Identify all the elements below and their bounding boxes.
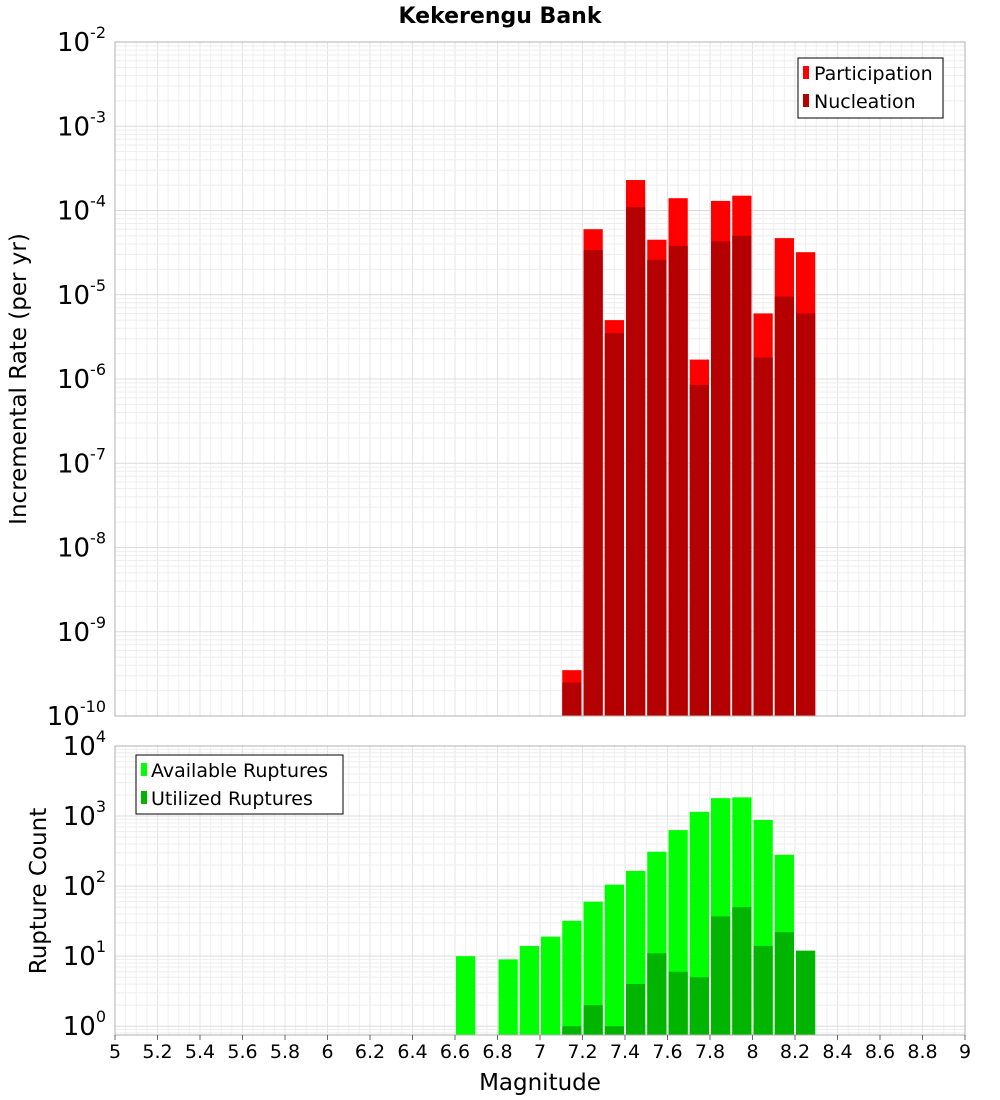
bar-utilized <box>562 1026 582 1035</box>
top-bars <box>562 180 816 717</box>
x-ticks: 5 5.2 5.4 5.6 5.8 6 6.2 6.4 6.6 6.8 7 7.2 7.4 7.6 7.8 8… <box>109 1035 971 1063</box>
bar-utilized <box>668 971 688 1035</box>
bottom-bars <box>456 797 816 1035</box>
legend-swatch-available <box>141 763 147 776</box>
y-tick-label: 10-6 <box>57 360 106 395</box>
y-tick-label: 10-7 <box>57 444 106 479</box>
top-grid <box>114 41 966 717</box>
bar-nucleation <box>753 357 773 716</box>
x-tick-label: 7.4 <box>610 1041 640 1063</box>
y-tick-label: 10-3 <box>57 107 106 142</box>
x-tick-label: 5.6 <box>227 1041 257 1063</box>
legend-swatch-utilized <box>141 791 147 804</box>
bar-available <box>541 936 561 1035</box>
top-legend: Participation Nucleation <box>797 57 944 119</box>
bar-nucleation <box>604 333 624 716</box>
bar-available <box>583 901 603 1035</box>
bar-available <box>562 920 582 1035</box>
bar-available <box>604 884 624 1035</box>
x-tick-label: 6.4 <box>397 1041 427 1063</box>
x-axis-title: Magnitude <box>479 1070 601 1096</box>
x-tick-label: 7 <box>534 1041 546 1063</box>
bottom-legend-box <box>135 754 344 815</box>
bottom-panel: 100 101 102 103 104 Available Ruptures Utili… <box>26 727 966 1042</box>
bar-utilized <box>604 1026 624 1035</box>
x-tick-label: 5.8 <box>270 1041 300 1063</box>
top-y-ticks: 10-10 10-9 10-8 10-7 10-6 10-5 10-4 10-3 10-2 <box>47 23 106 732</box>
x-tick-label: 7.8 <box>695 1041 725 1063</box>
bar-utilized <box>796 950 816 1035</box>
x-tick-label: 8.6 <box>865 1041 895 1063</box>
bar-available <box>498 959 518 1035</box>
y-tick-label: 10-2 <box>57 23 106 58</box>
y-tick-label: 101 <box>63 937 106 972</box>
bar-utilized <box>774 932 794 1035</box>
x-tick-label: 7.2 <box>567 1041 597 1063</box>
bar-utilized <box>583 1005 603 1035</box>
x-tick-label: 7.6 <box>652 1041 682 1063</box>
x-tick-label: 6.8 <box>482 1041 512 1063</box>
top-y-axis-title: Incremental Rate (per yr) <box>6 233 32 525</box>
x-tick-label: 6 <box>321 1041 333 1063</box>
bar-nucleation <box>626 207 646 716</box>
x-tick-label: 8 <box>746 1041 758 1063</box>
y-tick-label: 103 <box>63 797 106 832</box>
y-tick-label: 100 <box>63 1007 106 1042</box>
x-tick-label: 5.4 <box>185 1041 215 1063</box>
bar-nucleation <box>774 296 794 716</box>
legend-label-participation: Participation <box>814 63 933 85</box>
bar-utilized <box>689 977 709 1035</box>
x-tick-label: 6.2 <box>355 1041 385 1063</box>
y-tick-label: 10-9 <box>57 613 106 648</box>
bar-utilized <box>732 907 752 1035</box>
bottom-y-axis-title: Rupture Count <box>26 808 52 974</box>
top-plot-frame <box>114 41 966 717</box>
bar-nucleation <box>668 245 688 716</box>
x-tick-label: 6.6 <box>440 1041 470 1063</box>
bar-utilized <box>711 916 731 1035</box>
y-tick-label: 102 <box>63 867 106 902</box>
bar-nucleation <box>732 235 752 717</box>
bar-available <box>456 956 476 1035</box>
bar-utilized <box>626 984 646 1035</box>
y-tick-label: 104 <box>63 727 106 762</box>
bar-available <box>519 945 539 1035</box>
bar-nucleation <box>711 241 731 716</box>
bar-nucleation <box>689 384 709 716</box>
x-tick-label: 8.4 <box>822 1041 852 1063</box>
bar-nucleation <box>647 259 667 716</box>
x-tick-label: 9 <box>959 1041 971 1063</box>
top-panel: 10-10 10-9 10-8 10-7 10-6 10-5 10-4 10-3 10-2 Pa… <box>6 23 966 732</box>
legend-label-utilized: Utilized Ruptures <box>151 788 313 810</box>
bottom-y-ticks: 100 101 102 103 104 <box>63 727 106 1042</box>
chart-title: Kekerengu Bank <box>399 4 603 29</box>
x-tick-label: 5.2 <box>142 1041 172 1063</box>
x-tick-label: 8.2 <box>780 1041 810 1063</box>
bar-nucleation <box>562 682 582 716</box>
bottom-legend: Available Ruptures Utilized Ruptures <box>135 754 344 815</box>
bar-utilized <box>647 953 667 1035</box>
legend-swatch-participation <box>803 66 809 79</box>
y-tick-label: 10-5 <box>57 276 106 311</box>
legend-label-nucleation: Nucleation <box>814 91 916 113</box>
top-legend-box <box>797 57 944 119</box>
x-tick-label: 8.8 <box>907 1041 937 1063</box>
y-tick-label: 10-8 <box>57 529 106 564</box>
legend-label-available: Available Ruptures <box>151 760 328 782</box>
x-tick-label: 5 <box>109 1041 121 1063</box>
bar-nucleation <box>796 313 816 716</box>
legend-swatch-nucleation <box>803 94 809 107</box>
bar-utilized <box>753 945 773 1035</box>
bar-nucleation <box>583 249 603 716</box>
y-tick-label: 10-10 <box>47 697 106 732</box>
y-tick-label: 10-4 <box>57 192 106 227</box>
